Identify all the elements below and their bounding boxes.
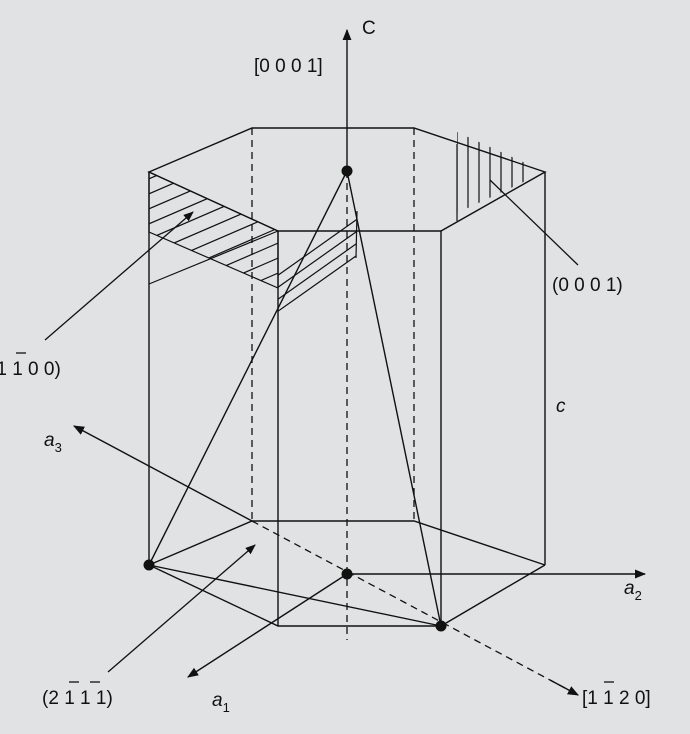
a1-axis-arrow xyxy=(187,573,348,678)
a2-axis-label: a2 xyxy=(624,578,642,603)
leader-plane-2111 xyxy=(107,544,256,673)
c-param-label: c xyxy=(556,396,566,417)
pyramid-edge-right xyxy=(346,170,442,627)
pyramid-base-edge xyxy=(148,564,442,627)
c-axis-label: C xyxy=(362,18,376,39)
a3-axis-label: a3 xyxy=(44,430,62,455)
bottom-hexagon-back xyxy=(148,520,546,566)
a1-axis-label: a1 xyxy=(212,690,230,715)
plane-1100-label: (1 1 0 0) xyxy=(0,359,61,380)
hatched-plane-0001 xyxy=(457,132,524,213)
lattice-point-center xyxy=(341,568,353,580)
plane-0001-label: (0 0 0 1) xyxy=(552,275,623,296)
hidden-edges xyxy=(251,128,566,689)
lattice-points xyxy=(143,165,447,632)
dir-0001-label: [0 0 0 1] xyxy=(254,56,323,77)
overbar-digit: 1 xyxy=(12,359,23,380)
a3-axis-arrow xyxy=(73,425,253,522)
lattice-point-left xyxy=(143,559,155,571)
dir-1120-arrowhead xyxy=(549,679,579,696)
plane-1100-border xyxy=(148,171,279,289)
axes xyxy=(73,28,647,696)
leader-lines xyxy=(44,179,579,673)
pyramidal-plane xyxy=(148,170,442,627)
leader-plane-0001 xyxy=(489,179,579,266)
lattice-point-front xyxy=(435,620,447,632)
leader-plane-1100 xyxy=(44,211,194,341)
dir-1120-label: [1 1 2 0] xyxy=(582,688,651,709)
plane-2111-label: (2 1 1 1) xyxy=(42,688,113,709)
lattice-point-top xyxy=(341,165,353,177)
bottom-hexagon-visible xyxy=(148,564,546,627)
pyramid-edge-left xyxy=(148,170,348,566)
hatched-plane-1100 xyxy=(149,172,278,288)
plane-1100-lower-edge xyxy=(148,230,279,285)
